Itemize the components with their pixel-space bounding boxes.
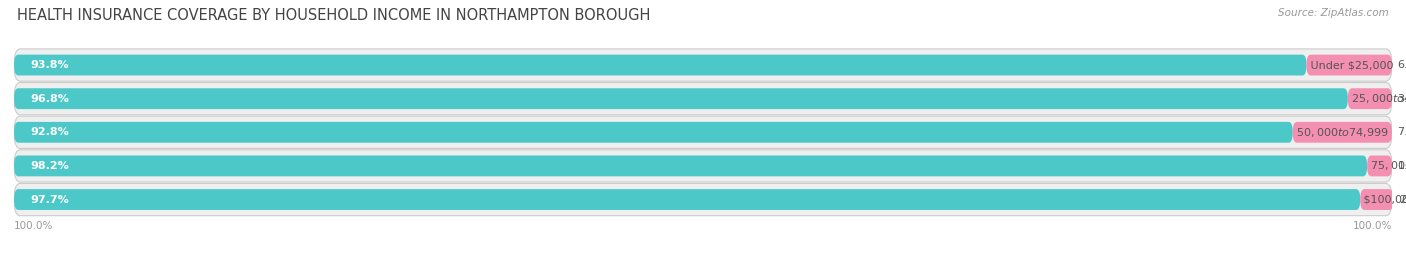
FancyBboxPatch shape [1367,156,1392,176]
Text: 92.8%: 92.8% [31,127,69,137]
Text: Source: ZipAtlas.com: Source: ZipAtlas.com [1278,8,1389,18]
FancyBboxPatch shape [1348,88,1392,109]
Text: 3.2%: 3.2% [1398,94,1406,104]
Text: 2.4%: 2.4% [1399,195,1406,205]
FancyBboxPatch shape [14,49,1392,81]
Text: 1.8%: 1.8% [1398,161,1406,171]
Text: 100.0%: 100.0% [1353,221,1392,231]
FancyBboxPatch shape [1306,55,1392,76]
Text: 6.2%: 6.2% [1398,60,1406,70]
Text: 100.0%: 100.0% [14,221,53,231]
Text: 96.8%: 96.8% [31,94,69,104]
FancyBboxPatch shape [14,116,1392,148]
Text: 97.7%: 97.7% [31,195,69,205]
Text: $25,000 to $49,999: $25,000 to $49,999 [1348,92,1406,105]
Text: 98.2%: 98.2% [31,161,69,171]
Text: $100,000 and over: $100,000 and over [1360,195,1406,205]
FancyBboxPatch shape [14,88,1348,109]
Text: Under $25,000: Under $25,000 [1306,60,1393,70]
FancyBboxPatch shape [14,183,1392,216]
FancyBboxPatch shape [14,55,1306,76]
FancyBboxPatch shape [14,83,1392,115]
Text: $50,000 to $74,999: $50,000 to $74,999 [1292,126,1389,139]
FancyBboxPatch shape [14,122,1292,143]
FancyBboxPatch shape [1360,189,1393,210]
Text: 7.2%: 7.2% [1398,127,1406,137]
FancyBboxPatch shape [14,189,1360,210]
Text: 93.8%: 93.8% [31,60,69,70]
FancyBboxPatch shape [1292,122,1392,143]
Text: HEALTH INSURANCE COVERAGE BY HOUSEHOLD INCOME IN NORTHAMPTON BOROUGH: HEALTH INSURANCE COVERAGE BY HOUSEHOLD I… [17,8,650,23]
FancyBboxPatch shape [14,156,1367,176]
Text: $75,000 to $99,999: $75,000 to $99,999 [1367,159,1406,173]
FancyBboxPatch shape [14,150,1392,182]
